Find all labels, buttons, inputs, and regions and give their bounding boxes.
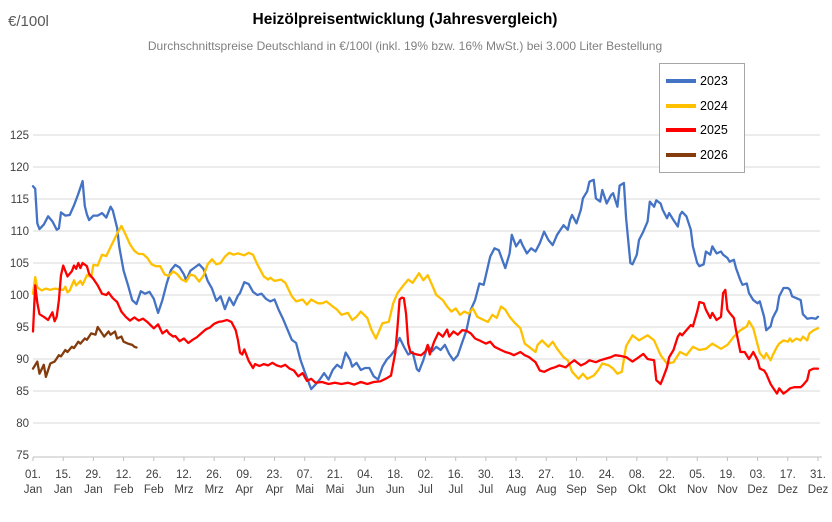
x-axis-tick-label: 12. Feb [114,469,134,496]
x-axis-tick-label: 27. Aug [536,469,556,496]
legend-line-swatch-2024 [666,103,696,108]
legend-item-2025: 2025 [666,124,742,137]
legend-label-2023: 2023 [700,74,728,88]
legend-line-swatch-2025 [666,128,696,133]
series-line-2023 [31,178,820,391]
x-axis-tick-label: 12. Mrz [174,469,193,496]
x-axis-tick-label: 19. Nov [717,469,738,496]
x-axis-tick-label: 29. Jan [84,469,103,496]
x-axis-tick-label: 26. Feb [144,469,164,496]
y-axis-tick-label: 115 [11,194,29,206]
x-axis-tick-label: 31. Dez [808,469,829,496]
x-axis-tick-label: 17. Dez [778,469,799,496]
legend-label-2025: 2025 [700,123,728,137]
x-axis-tick-label: 22. Okt [658,469,677,496]
x-axis-tick-label: 02. Jul [418,469,434,496]
x-axis-tick-label: 05. Nov [687,469,708,496]
x-axis-tick-label: 16. Jul [448,469,464,496]
y-axis-tick-label: 105 [10,258,29,270]
legend-item-2023: 2023 [666,75,742,88]
y-axis-tick-label: 120 [10,162,29,174]
y-axis-tick-label: 100 [10,290,29,302]
x-axis-tick-label: 10. Sep [566,469,586,496]
x-axis-tick-label: 04. Jun [356,469,375,496]
legend-line-swatch-2023 [666,79,696,84]
series-line-2025 [31,261,820,395]
y-axis-unit-label: €/100l [8,13,49,30]
x-axis-tick-label: 30. Jul [478,469,494,496]
x-axis-tick-label: 24. Sep [596,469,616,496]
chart-subtitle: Durchschnittspreise Deutschland in €/100… [147,39,663,53]
legend-item-2024: 2024 [666,98,742,113]
y-axis-tick-label: 125 [10,130,29,142]
x-axis-tick-label: 09. Apr [235,469,253,496]
y-axis-tick-label: 90 [16,354,29,366]
x-axis-tick-label: 07. Mai [295,469,314,496]
y-axis-tick-label: 85 [16,386,29,398]
legend-label-2026: 2026 [700,147,728,162]
y-axis-tick-label: 80 [16,418,29,430]
y-axis-tick-label: 110 [11,226,29,238]
series-line-2026 [31,325,138,379]
chart-title: Heizölpreisentwicklung (Jahresvergleich) [252,11,558,28]
legend-item-2026: 2026 [666,147,742,162]
legend-label-2024: 2024 [700,98,728,113]
x-axis-tick-label: 15. Jan [54,469,73,496]
x-axis-tick-label: 23. Apr [266,469,284,496]
x-axis-tick-label: 03. Dez [747,469,768,496]
series-line-2024 [31,224,820,380]
x-axis-tick-label: 26. Mrz [205,469,224,496]
legend-line-swatch-2026 [666,152,696,157]
y-axis-tick-label: 95 [16,322,29,334]
legend: 2023 2024 2025 2026 [659,63,745,173]
x-axis-tick-label: 21. Mai [326,469,345,496]
x-axis-tick-label: 08. Okt [628,469,647,496]
x-axis-tick-label: 13. Aug [506,469,526,496]
y-axis-tick-label: 75 [16,450,29,462]
x-axis-tick-label: 01. Jan [24,469,43,496]
x-axis-tick-label: 18. Jun [386,469,405,496]
